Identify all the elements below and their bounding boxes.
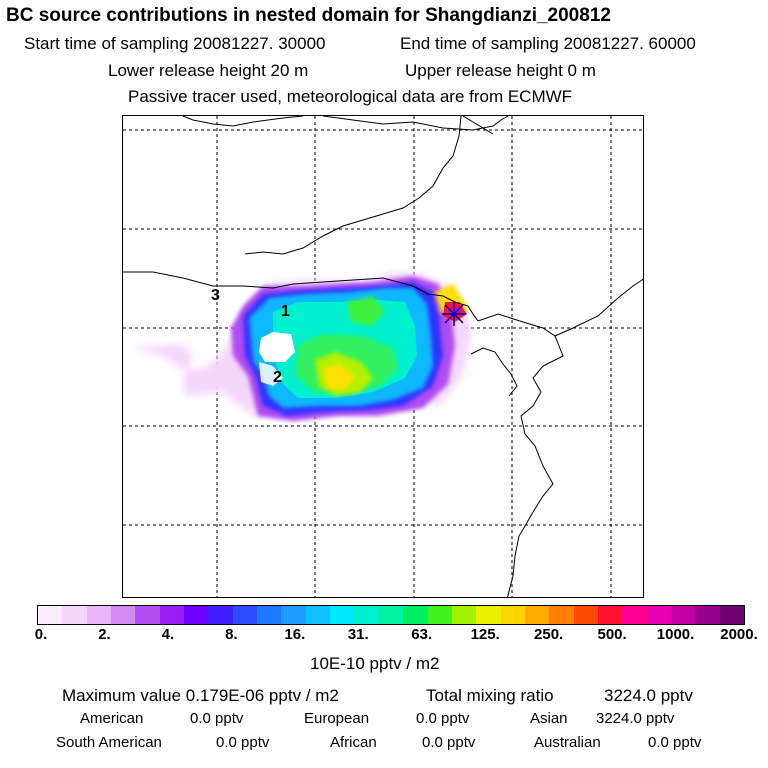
colorbar-tick-label: 2000. (720, 626, 758, 643)
colorbar-tick-label: 31. (347, 626, 369, 643)
colorbar-swatch (573, 606, 598, 624)
region-marker-2: 2 (273, 369, 282, 386)
colorbar-swatch (427, 606, 452, 624)
colorbar-tick-label: 4. (161, 626, 175, 643)
map-canvas: 1 2 3 (123, 116, 643, 597)
colorbar-swatch (524, 606, 550, 624)
colorbar-swatch (281, 606, 306, 624)
colorbar-tick-label: 16. (284, 626, 306, 643)
colorbar-swatch (695, 606, 720, 624)
colorbar-units-label: 10E-10 pptv / m2 (310, 654, 440, 673)
colorbar-swatch (86, 606, 112, 624)
colorbar-swatch (622, 606, 647, 624)
total-mixing-ratio-label: Total mixing ratio (426, 686, 554, 705)
south-american-value: 0.0 pptv (216, 734, 270, 751)
colorbar-tick-label: 500. (597, 626, 627, 643)
map-panel[interactable]: 1 2 3 (122, 115, 644, 598)
colorbar-swatch (257, 606, 282, 624)
start-time-label: Start time of sampling 20081227. 30000 (24, 34, 326, 53)
american-value: 0.0 pptv (190, 710, 244, 727)
colorbar-swatch (135, 606, 160, 624)
colorbar-swatch (378, 606, 404, 624)
lower-release-height-label: Lower release height 20 m (108, 61, 309, 80)
upper-release-height-label: Upper release height 0 m (405, 61, 596, 80)
colorbar-swatch (719, 606, 744, 624)
colorbar-swatch (354, 606, 379, 624)
colorbar-swatch (62, 606, 87, 624)
colorbar-swatch (500, 606, 525, 624)
page-title: BC source contributions in nested domain… (6, 5, 611, 26)
european-label: European (304, 710, 370, 727)
colorbar-tick-label: 125. (470, 626, 500, 643)
end-time-label: End time of sampling 20081227. 60000 (400, 34, 696, 53)
south-american-label: South American (56, 734, 162, 751)
colorbar-swatch (597, 606, 623, 624)
concentration-plume (128, 272, 471, 421)
colorbar-swatch (476, 606, 501, 624)
asian-label: Asian (530, 710, 568, 727)
colorbar-tick-label: 63. (411, 626, 433, 643)
colorbar-swatch (159, 606, 185, 624)
colorbar-swatch (111, 606, 136, 624)
colorbar-swatch (451, 606, 477, 624)
region-marker-1: 1 (281, 303, 290, 320)
colorbar-tick-label: 1000. (656, 626, 695, 643)
colorbar-swatch (549, 606, 574, 624)
australian-value: 0.0 pptv (648, 734, 702, 751)
tracer-info-label: Passive tracer used, meteorological data… (128, 87, 573, 106)
colorbar-swatch (208, 606, 233, 624)
colorbar-swatch (184, 606, 209, 624)
colorbar-tick-label: 8. (225, 626, 238, 643)
colorbar-tick-label: 250. (534, 626, 564, 643)
colorbar-swatch (646, 606, 671, 624)
total-mixing-ratio-value: 3224.0 pptv (604, 686, 693, 705)
colorbar-swatch (403, 606, 428, 624)
maximum-value-label: Maximum value 0.179E-06 pptv / m2 (62, 686, 339, 705)
coastline (123, 116, 643, 597)
asian-value: 3224.0 pptv (596, 710, 675, 727)
colorbar (37, 605, 745, 625)
colorbar-swatch (305, 606, 331, 624)
colorbar-swatch (670, 606, 696, 624)
region-marker-3: 3 (211, 287, 220, 304)
colorbar-swatch (232, 606, 258, 624)
colorbar-tick-label: 2. (98, 626, 111, 643)
african-value: 0.0 pptv (422, 734, 476, 751)
colorbar-swatch (330, 606, 355, 624)
station-star-icon (442, 302, 466, 326)
american-label: American (80, 710, 144, 727)
european-value: 0.0 pptv (416, 710, 470, 727)
colorbar-tick-label: 0. (34, 626, 48, 643)
african-label: African (330, 734, 377, 751)
colorbar-swatch (38, 606, 63, 624)
australian-label: Australian (534, 734, 601, 751)
